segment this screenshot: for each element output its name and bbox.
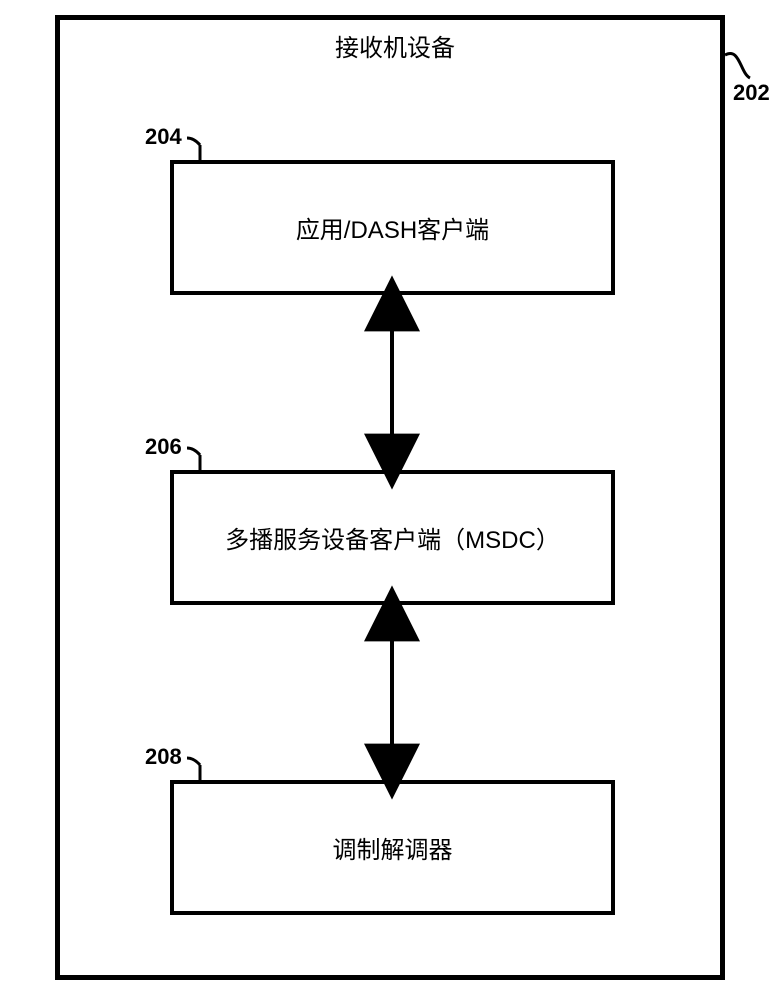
block-modem: 调制解调器 xyxy=(170,780,615,915)
block-app-label: 应用/DASH客户端 xyxy=(296,210,489,245)
block-msdc-label: 多播服务设备客户端（MSDC） xyxy=(225,520,560,555)
ref-label-204: 204 xyxy=(145,124,182,150)
ref-label-206: 206 xyxy=(145,434,182,460)
ref-label-208: 208 xyxy=(145,744,182,770)
block-modem-label: 调制解调器 xyxy=(333,830,453,865)
block-msdc: 多播服务设备客户端（MSDC） xyxy=(170,470,615,605)
diagram-title: 接收机设备 xyxy=(300,28,490,58)
ref-label-202: 202 xyxy=(733,80,770,106)
diagram-canvas: 接收机设备 应用/DASH客户端 多播服务设备客户端（MSDC） 调制解调器 2… xyxy=(0,0,779,1000)
block-app-dash-client: 应用/DASH客户端 xyxy=(170,160,615,295)
